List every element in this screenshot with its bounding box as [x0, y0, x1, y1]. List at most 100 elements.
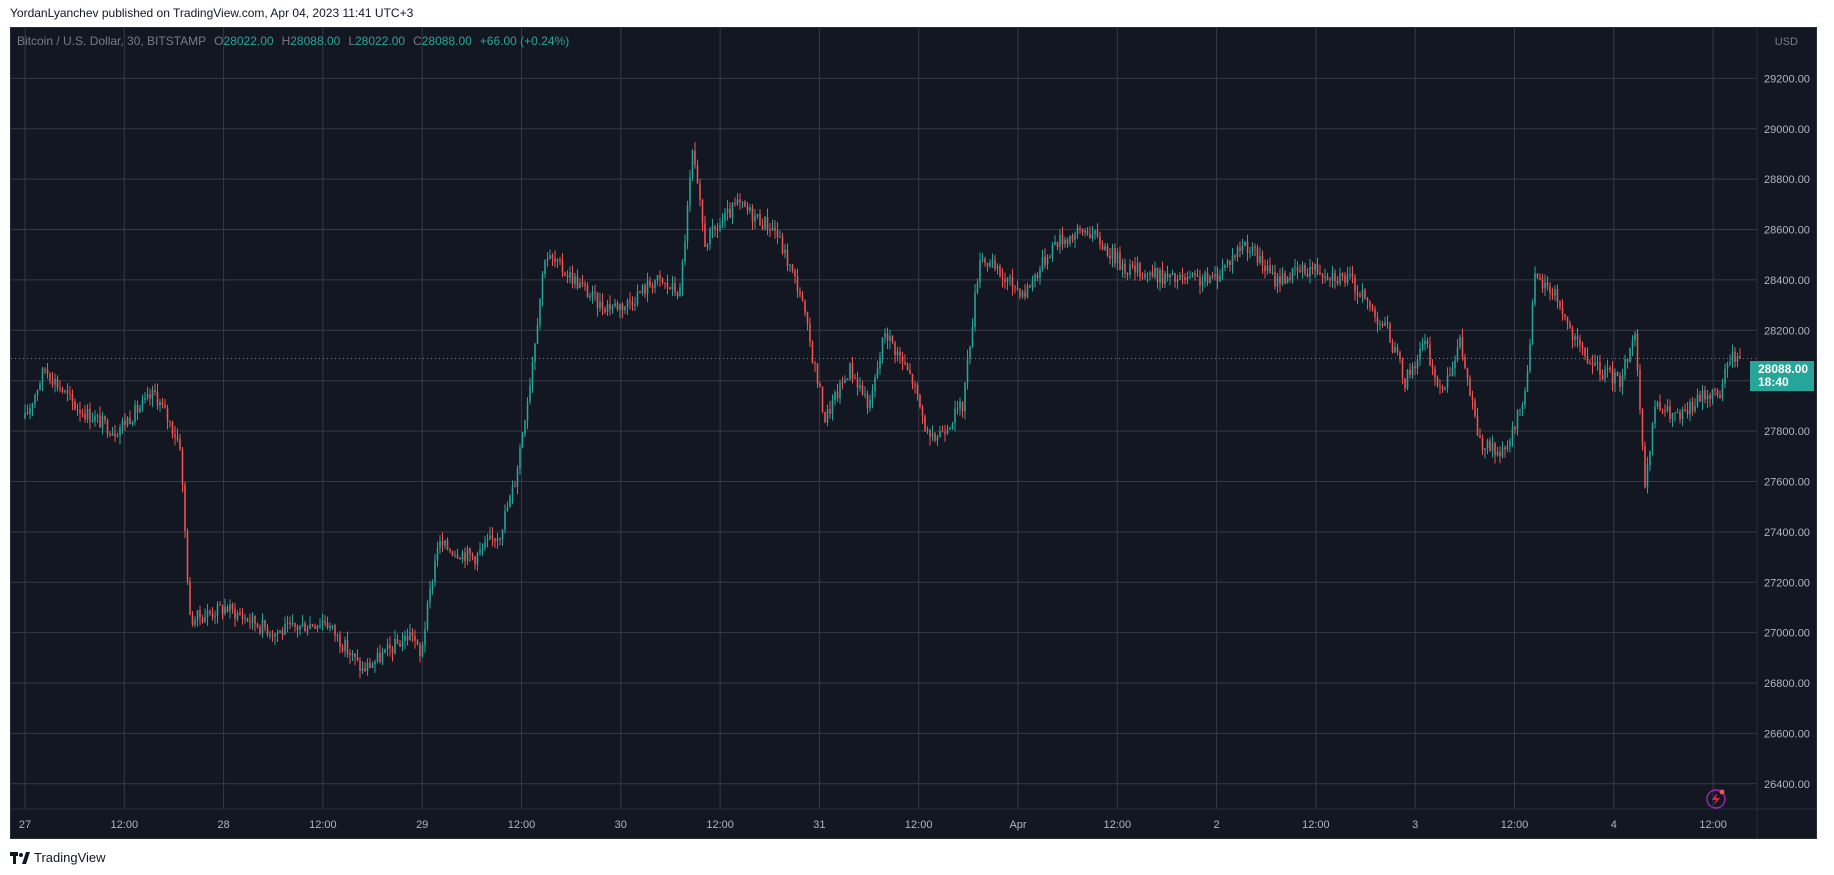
open-value: 28022.00 — [223, 34, 274, 48]
candle-body — [269, 634, 271, 636]
candle-body — [819, 383, 821, 387]
candle-body — [1601, 375, 1604, 380]
candle-body — [1626, 359, 1629, 363]
candle-body — [1639, 369, 1641, 410]
candle-body — [616, 303, 619, 310]
lightning-icon[interactable] — [1705, 788, 1727, 810]
candle-body — [944, 432, 946, 434]
candle-body — [1281, 273, 1284, 285]
candle-body — [1489, 440, 1491, 451]
candle-body — [479, 549, 481, 553]
candle-body — [1569, 323, 1571, 329]
candle-body — [154, 390, 156, 393]
candle-body — [1359, 295, 1361, 297]
candle-body — [1029, 285, 1031, 288]
candle-body — [84, 413, 86, 420]
candle-body — [481, 547, 484, 550]
candle-body — [1349, 273, 1351, 275]
candle-body — [1454, 360, 1456, 368]
candle-body — [1614, 372, 1616, 384]
candle-body — [749, 207, 751, 211]
candle-body — [1481, 437, 1484, 451]
candle-body — [781, 236, 784, 254]
candle-body — [1416, 359, 1419, 369]
candle-body — [949, 427, 951, 430]
tradingview-footer[interactable]: TradingView — [10, 850, 106, 865]
candle-body — [1194, 273, 1196, 276]
candle-body — [1059, 234, 1061, 248]
candle-body — [1226, 260, 1229, 265]
candle-body — [1451, 367, 1454, 376]
time-tick-label: 4 — [1611, 819, 1617, 831]
candle-body — [1044, 256, 1046, 265]
candle-body — [914, 384, 916, 386]
candle-body — [1316, 263, 1319, 273]
candle-body — [1579, 339, 1581, 346]
candle-body — [1356, 291, 1359, 296]
candle-body — [1111, 248, 1114, 259]
candle-body — [1036, 274, 1039, 278]
candle-body — [1301, 265, 1304, 273]
candle-body — [434, 560, 436, 583]
candle-body — [924, 416, 926, 432]
candle-body — [989, 262, 991, 267]
candle-body — [881, 337, 884, 357]
candle-body — [791, 264, 794, 271]
candle-body — [579, 282, 581, 288]
candle-body — [1456, 347, 1459, 361]
candle-body — [394, 638, 396, 654]
candle-body — [831, 400, 834, 414]
candle-body — [1511, 427, 1514, 441]
candle-body — [1159, 269, 1161, 283]
candle-body — [1679, 412, 1681, 420]
candle-body — [1021, 291, 1024, 297]
candle-body — [706, 244, 709, 247]
candle-body — [834, 392, 836, 401]
candle-body — [1106, 245, 1109, 256]
candle-body — [134, 404, 136, 422]
footer-brand: TradingView — [34, 850, 106, 865]
candle-body — [189, 581, 191, 615]
grid-lines — [11, 28, 1757, 809]
candle-body — [961, 401, 964, 412]
candle-body — [1176, 279, 1179, 283]
candle-body — [754, 215, 756, 222]
candle-body — [766, 216, 769, 230]
candle-body — [501, 529, 504, 539]
time-tick-label: 12:00 — [111, 819, 139, 831]
candle-body — [1609, 367, 1611, 370]
candle-body — [144, 397, 146, 400]
candle-body — [1274, 271, 1276, 287]
candle-body — [1704, 390, 1706, 400]
candle-body — [1141, 277, 1144, 279]
candle-body — [1074, 234, 1076, 240]
candle-body — [644, 285, 646, 294]
candle-body — [1526, 371, 1529, 392]
candle-body — [1374, 309, 1376, 317]
chart-panel[interactable]: 26400.00 26600.00 26800.00 27000.00 27200.00… — [10, 27, 1817, 839]
candle-body — [634, 304, 636, 306]
candle-body — [1459, 336, 1461, 348]
candle-body — [1739, 356, 1741, 359]
candle-body — [651, 286, 654, 289]
candle-body — [1471, 396, 1474, 401]
candle-body — [534, 343, 536, 362]
candle-body — [896, 351, 899, 356]
candle-body — [1436, 377, 1439, 386]
candle-body — [1521, 404, 1524, 410]
candle-body — [506, 506, 509, 512]
candle-body — [266, 627, 269, 635]
candle-body — [1676, 412, 1679, 414]
candle-body — [864, 394, 866, 396]
candle-body — [421, 644, 424, 656]
candle-body — [704, 223, 706, 247]
candle-body — [721, 221, 724, 225]
candle-body — [1209, 276, 1211, 284]
candle-body — [1181, 275, 1184, 278]
candle-body — [1369, 301, 1371, 307]
time-tick-label: 27 — [19, 819, 31, 831]
candlestick-chart[interactable]: 26400.00 26600.00 26800.00 27000.00 27200.00… — [11, 28, 1816, 838]
time-tick-label: 30 — [615, 819, 627, 831]
candle-body — [36, 390, 39, 395]
candle-body — [796, 276, 799, 292]
